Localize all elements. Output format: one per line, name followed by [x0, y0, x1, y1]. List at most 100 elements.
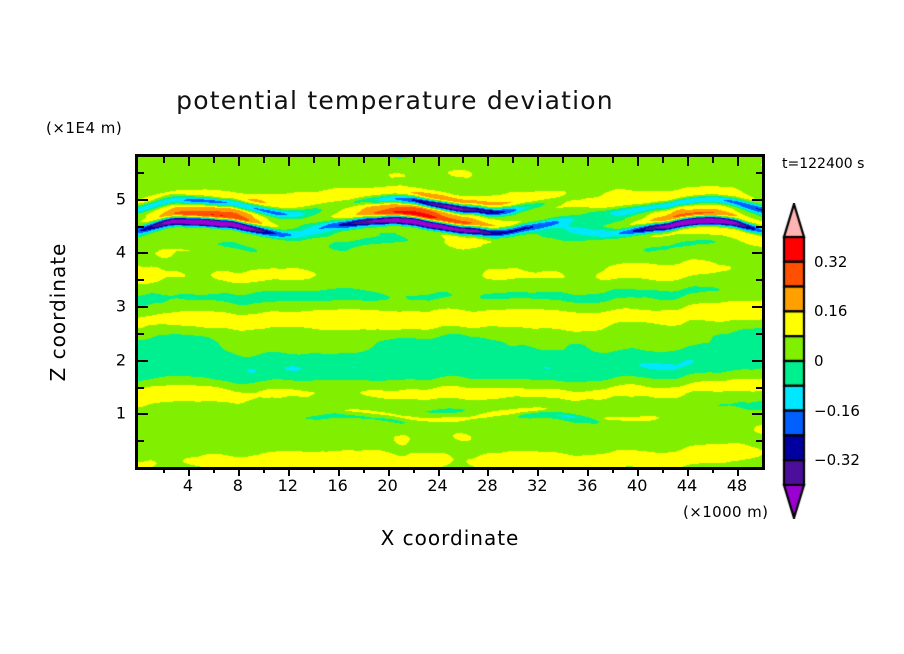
x-tick-top-20 — [388, 157, 390, 166]
y-tick-right-1 — [752, 413, 762, 415]
x-tick-48 — [737, 467, 739, 476]
x-axis-unit-label: (×1000 m) — [683, 503, 769, 521]
x-tick-top-8 — [238, 157, 240, 166]
y-tick-1 — [138, 413, 148, 415]
x-tick-label-24: 24 — [427, 476, 448, 495]
x-tick-38 — [612, 467, 614, 473]
timestamp-annotation: t=122400 s — [782, 156, 865, 172]
x-tick-top-16 — [338, 157, 340, 166]
colorbar-label-3: −0.16 — [814, 401, 860, 420]
y-tick-0.5 — [138, 440, 144, 442]
y-tick-4.5 — [138, 226, 144, 228]
y-tick-3.5 — [138, 279, 144, 281]
x-tick-top-32 — [537, 157, 539, 166]
colorbar-label-1: 0.16 — [814, 302, 848, 321]
x-tick-6 — [213, 467, 215, 473]
y-tick-right-4.5 — [756, 226, 762, 228]
x-tick-12 — [288, 467, 290, 476]
x-tick-16 — [338, 467, 340, 476]
y-tick-right-3 — [752, 306, 762, 308]
x-tick-18 — [363, 467, 365, 473]
x-tick-36 — [587, 467, 589, 476]
x-tick-label-8: 8 — [232, 476, 243, 495]
y-tick-right-3.5 — [756, 279, 762, 281]
colorbar — [781, 203, 807, 519]
x-tick-28 — [487, 467, 489, 476]
x-tick-label-44: 44 — [676, 476, 698, 495]
x-tick-top-26 — [462, 157, 464, 163]
x-tick-top-6 — [213, 157, 215, 163]
y-tick-label-3: 3 — [115, 296, 126, 316]
x-tick-10 — [263, 467, 265, 473]
y-axis-tick-labels: 1 2 3 4 5 — [96, 0, 126, 654]
x-tick-label-20: 20 — [377, 476, 398, 495]
x-tick-20 — [388, 467, 390, 476]
x-tick-label-12: 12 — [277, 476, 298, 495]
x-tick-top-30 — [512, 157, 514, 163]
x-tick-top-40 — [637, 157, 639, 166]
x-tick-34 — [562, 467, 564, 473]
x-tick-top-14 — [313, 157, 315, 163]
y-tick-label-5: 5 — [115, 189, 126, 209]
x-tick-top-4 — [188, 157, 190, 166]
y-tick-label-2: 2 — [115, 350, 126, 370]
x-tick-label-28: 28 — [477, 476, 498, 495]
colorbar-label-0: 0.32 — [814, 252, 848, 271]
x-tick-42 — [662, 467, 664, 473]
x-tick-26 — [462, 467, 464, 473]
y-tick-4 — [138, 252, 148, 254]
x-axis-title: X coordinate — [380, 526, 520, 550]
colorbar-label-4: −0.32 — [814, 451, 860, 470]
x-tick-40 — [637, 467, 639, 476]
y-tick-right-2.5 — [756, 333, 762, 335]
y-axis-title: Z coordinate — [46, 242, 70, 382]
x-tick-24 — [438, 467, 440, 476]
x-tick-46 — [712, 467, 714, 473]
x-tick-top-24 — [438, 157, 440, 166]
x-tick-label-32: 32 — [527, 476, 548, 495]
x-tick-top-34 — [562, 157, 564, 163]
y-tick-label-1: 1 — [115, 403, 126, 423]
chart-title: potential temperature deviation — [176, 86, 614, 115]
x-tick-top-42 — [662, 157, 664, 163]
y-tick-2.5 — [138, 333, 144, 335]
x-tick-8 — [238, 467, 240, 476]
x-tick-top-28 — [487, 157, 489, 166]
x-tick-label-48: 48 — [726, 476, 748, 495]
x-tick-2 — [163, 467, 165, 473]
x-tick-14 — [313, 467, 315, 473]
y-tick-2 — [138, 360, 148, 362]
contour-field — [138, 157, 762, 467]
x-tick-top-2 — [163, 157, 165, 163]
x-tick-top-36 — [587, 157, 589, 166]
x-tick-44 — [687, 467, 689, 476]
x-tick-32 — [537, 467, 539, 476]
x-tick-4 — [188, 467, 190, 476]
y-tick-1.5 — [138, 387, 144, 389]
x-tick-top-38 — [612, 157, 614, 163]
x-tick-label-16: 16 — [327, 476, 348, 495]
x-tick-22 — [413, 467, 415, 473]
y-axis-unit-label: (×1E4 m) — [46, 119, 123, 137]
y-tick-5 — [138, 199, 148, 201]
y-tick-right-2 — [752, 360, 762, 362]
y-tick-5.5 — [138, 172, 144, 174]
x-tick-top-46 — [712, 157, 714, 163]
x-tick-top-18 — [363, 157, 365, 163]
y-tick-right-1.5 — [756, 387, 762, 389]
y-tick-label-4: 4 — [115, 242, 126, 262]
x-tick-label-40: 40 — [627, 476, 648, 495]
x-tick-30 — [512, 467, 514, 473]
y-tick-right-0.5 — [756, 440, 762, 442]
x-tick-top-12 — [288, 157, 290, 166]
y-tick-right-5.5 — [756, 172, 762, 174]
y-tick-right-4 — [752, 252, 762, 254]
colorbar-label-2: 0 — [814, 352, 824, 370]
y-tick-3 — [138, 306, 148, 308]
x-tick-top-10 — [263, 157, 265, 163]
x-tick-label-4: 4 — [182, 476, 193, 495]
x-tick-top-22 — [413, 157, 415, 163]
x-tick-top-44 — [687, 157, 689, 166]
x-tick-label-36: 36 — [577, 476, 598, 495]
y-tick-right-5 — [752, 199, 762, 201]
